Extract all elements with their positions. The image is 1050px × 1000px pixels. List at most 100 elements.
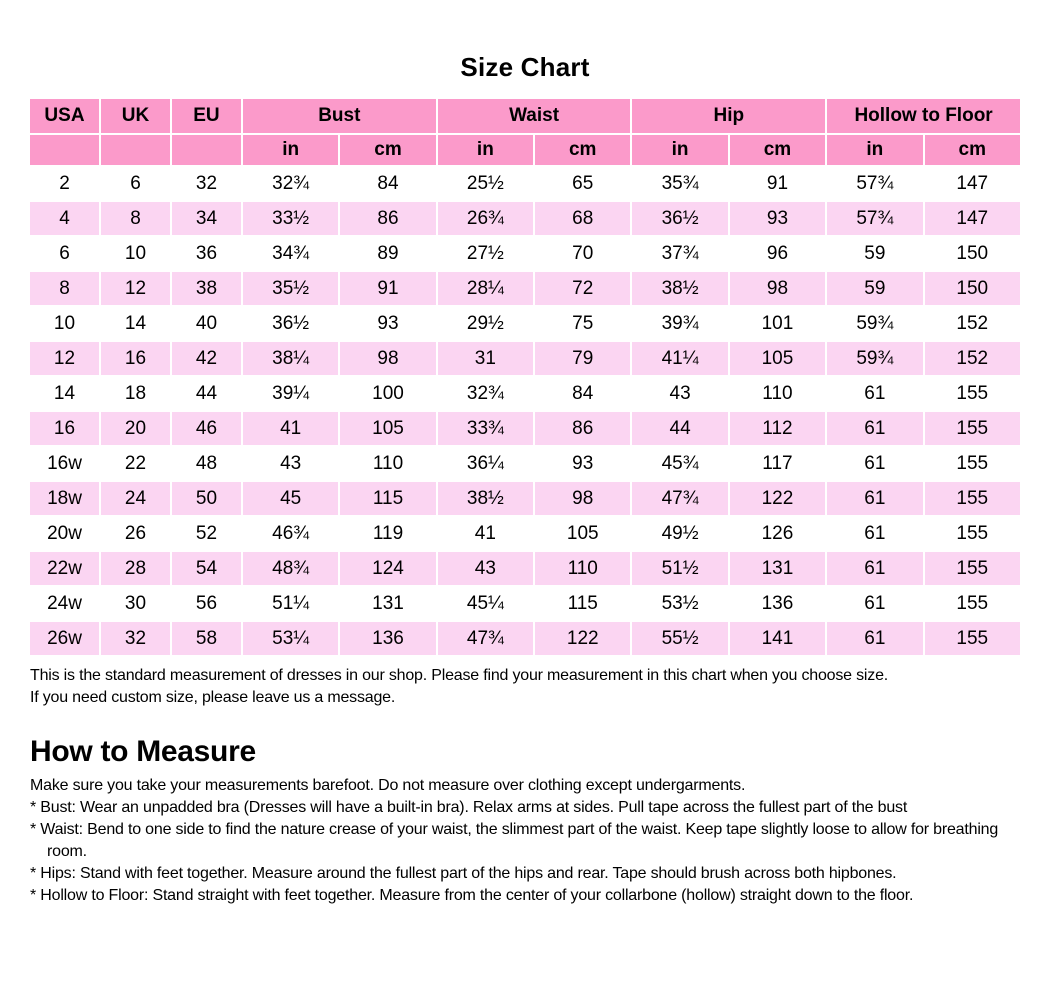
table-row: 22w 28 54 48¾ 124 43 110 51½ 131 61 155 <box>30 552 1020 585</box>
table-cell: 53½ <box>632 587 728 620</box>
table-cell: 48 <box>171 447 241 480</box>
table-cell: 131 <box>729 552 826 585</box>
table-cell: 49½ <box>632 517 728 550</box>
table-cell: 91 <box>729 167 826 200</box>
table-row: 6 10 36 34¾ 89 27½ 70 37¾ 96 59 150 <box>30 237 1020 270</box>
table-cell: 56 <box>171 587 241 620</box>
table-cell: 18 <box>100 377 170 410</box>
how-to-measure-section: How to Measure Make sure you take your m… <box>30 735 1022 907</box>
table-cell: 131 <box>340 587 436 620</box>
table-cell: 136 <box>729 587 826 620</box>
unit-header-blank <box>100 135 170 165</box>
unit-header-hip-in: in <box>632 135 728 165</box>
table-cell: 101 <box>729 307 826 340</box>
table-cell: 126 <box>729 517 826 550</box>
table-cell: 46 <box>171 412 241 445</box>
table-cell: 110 <box>535 552 631 585</box>
table-cell: 96 <box>729 237 826 270</box>
column-header-bust: Bust <box>242 99 436 133</box>
table-cell: 8 <box>100 202 170 235</box>
table-cell: 38¼ <box>242 342 339 375</box>
table-cell: 16 <box>100 342 170 375</box>
table-cell: 155 <box>924 447 1020 480</box>
table-cell: 4 <box>30 202 99 235</box>
table-cell: 36½ <box>242 307 339 340</box>
table-cell: 98 <box>340 342 436 375</box>
table-cell: 57¾ <box>827 202 923 235</box>
table-cell: 68 <box>535 202 631 235</box>
table-cell: 98 <box>535 482 631 515</box>
measure-intro: Make sure you take your measurements bar… <box>30 777 746 794</box>
table-cell: 36½ <box>632 202 728 235</box>
notes-section: This is the standard measurement of dres… <box>30 665 1020 709</box>
table-cell: 42 <box>171 342 241 375</box>
measure-instruction-hollow-to-floor: * Hollow to Floor: Stand straight with f… <box>30 887 914 904</box>
table-cell: 110 <box>340 447 436 480</box>
table-cell: 39¾ <box>632 307 728 340</box>
unit-header-waist-cm: cm <box>535 135 631 165</box>
table-cell: 59 <box>827 237 923 270</box>
note-line-standard-measurement: This is the standard measurement of dres… <box>30 667 889 684</box>
table-cell: 46¾ <box>242 517 339 550</box>
table-cell: 51½ <box>632 552 728 585</box>
table-cell: 155 <box>924 587 1020 620</box>
table-cell: 32¾ <box>437 377 534 410</box>
table-cell: 61 <box>827 552 923 585</box>
table-cell: 39¼ <box>242 377 339 410</box>
table-cell: 75 <box>535 307 631 340</box>
table-cell: 105 <box>729 342 826 375</box>
table-row: 2 6 32 32¾ 84 25½ 65 35¾ 91 57¾ 147 <box>30 167 1020 200</box>
column-header-waist: Waist <box>437 99 631 133</box>
table-cell: 100 <box>340 377 436 410</box>
table-cell: 26 <box>100 517 170 550</box>
table-cell: 93 <box>729 202 826 235</box>
table-cell: 35¾ <box>632 167 728 200</box>
table-cell: 152 <box>924 307 1020 340</box>
table-row: 24w 30 56 51¼ 131 45¼ 115 53½ 136 61 155 <box>30 587 1020 620</box>
table-cell: 147 <box>924 202 1020 235</box>
table-cell: 61 <box>827 587 923 620</box>
table-row: 14 18 44 39¼ 100 32¾ 84 43 110 61 155 <box>30 377 1020 410</box>
table-cell: 34 <box>171 202 241 235</box>
table-cell: 61 <box>827 622 923 655</box>
table-row: 10 14 40 36½ 93 29½ 75 39¾ 101 59¾ 152 <box>30 307 1020 340</box>
table-cell: 115 <box>340 482 436 515</box>
table-cell: 53¼ <box>242 622 339 655</box>
table-cell: 47¾ <box>437 622 534 655</box>
table-cell: 22 <box>100 447 170 480</box>
table-cell: 43 <box>437 552 534 585</box>
size-table-body: 2 6 32 32¾ 84 25½ 65 35¾ 91 57¾ 147 4 8 34 33½ 86 26¾ 68 3… <box>30 167 1020 655</box>
table-cell: 51¼ <box>242 587 339 620</box>
table-cell: 55½ <box>632 622 728 655</box>
table-cell: 35½ <box>242 272 339 305</box>
table-cell: 150 <box>924 237 1020 270</box>
table-cell: 93 <box>340 307 436 340</box>
table-cell: 26w <box>30 622 99 655</box>
table-cell: 12 <box>30 342 99 375</box>
table-cell: 43 <box>632 377 728 410</box>
table-row: 18w 24 50 45 115 38½ 98 47¾ 122 61 155 <box>30 482 1020 515</box>
table-cell: 32 <box>171 167 241 200</box>
note-line-custom-size: If you need custom size, please leave us… <box>30 689 396 706</box>
table-cell: 115 <box>535 587 631 620</box>
table-row: 4 8 34 33½ 86 26¾ 68 36½ 93 57¾ 147 <box>30 202 1020 235</box>
table-cell: 41 <box>242 412 339 445</box>
unit-header-blank <box>30 135 99 165</box>
table-cell: 112 <box>729 412 826 445</box>
table-cell: 38½ <box>437 482 534 515</box>
unit-header-waist-in: in <box>437 135 534 165</box>
table-cell: 119 <box>340 517 436 550</box>
table-cell: 105 <box>340 412 436 445</box>
table-cell: 136 <box>340 622 436 655</box>
table-cell: 59 <box>827 272 923 305</box>
table-cell: 105 <box>535 517 631 550</box>
table-cell: 58 <box>171 622 241 655</box>
table-cell: 89 <box>340 237 436 270</box>
table-cell: 25½ <box>437 167 534 200</box>
table-cell: 155 <box>924 377 1020 410</box>
table-cell: 33½ <box>242 202 339 235</box>
table-row: 26w 32 58 53¼ 136 47¾ 122 55½ 141 61 155 <box>30 622 1020 655</box>
table-cell: 122 <box>535 622 631 655</box>
table-cell: 20w <box>30 517 99 550</box>
